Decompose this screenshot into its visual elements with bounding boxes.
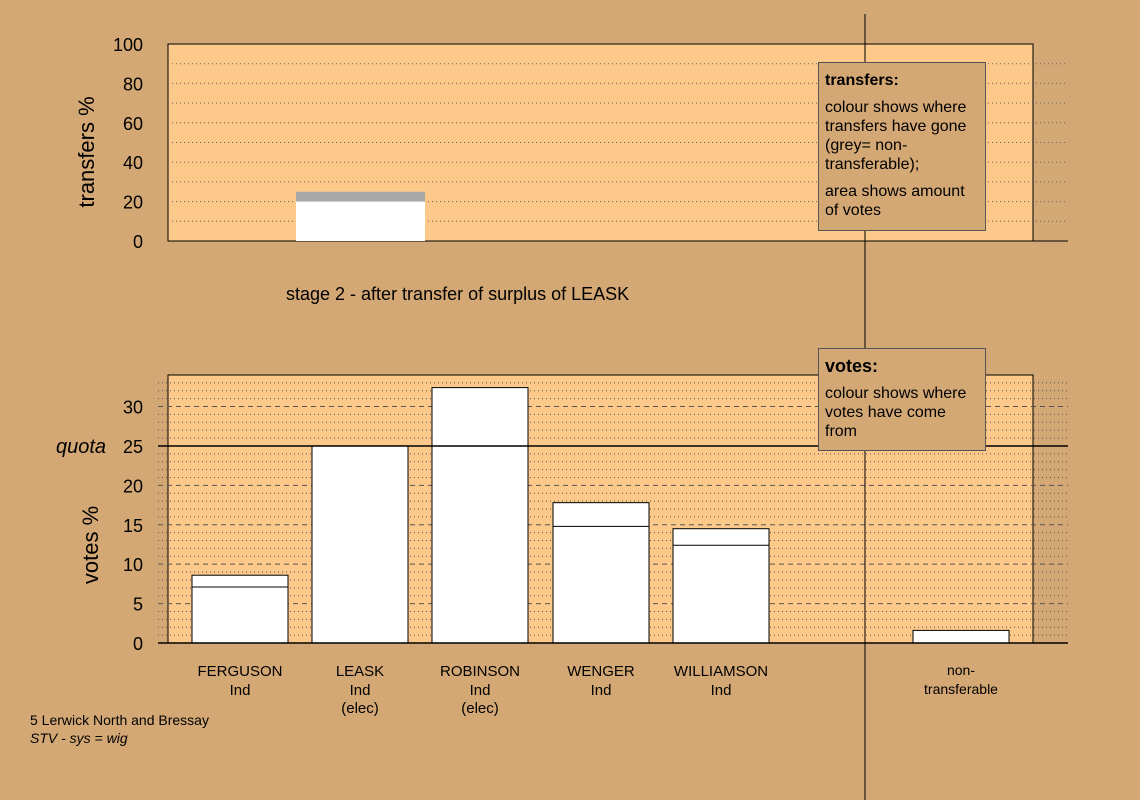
candidate-status-label: (elec) [341,700,379,717]
vote-bar [552,502,650,644]
votes-y-tick-label: 0 [133,634,143,654]
vote-bar [431,387,529,644]
transfer-bar-non-transferable-segment [296,191,425,202]
votes-y-tick-label: 15 [123,516,143,536]
votes-y-tick-label: 25 [123,437,143,457]
transfers-y-tick-label: 20 [123,193,143,213]
transfers-legend: transfers: colour shows where transfers … [818,62,986,231]
candidate-status-label: (elec) [461,700,499,717]
candidate-party-label: Ind [711,682,732,699]
transfers-legend-line2: area shows amount of votes [825,183,965,219]
transfers-legend-line1: colour shows where transfers have gone (… [825,99,967,173]
vote-bar [311,445,409,644]
transfers-y-axis-label: transfers % [74,96,99,207]
candidate-name-label: WENGER [567,663,635,680]
system-label: STV - sys = wig [30,730,128,746]
vote-bar [672,528,770,644]
candidate-name-label: non- [947,662,975,678]
ward-label: 5 Lerwick North and Bressay [30,712,209,728]
transfers-y-tick-label: 100 [113,35,143,55]
votes-y-tick-label: 20 [123,476,143,496]
votes-y-tick-label: 5 [133,595,143,615]
candidate-name-label: FERGUSON [197,663,282,680]
candidate-party-label: Ind [591,682,612,699]
transfers-y-tick-label: 60 [123,114,143,134]
transfer-bar-candidates-segment [296,201,425,241]
candidate-name-label: WILLIAMSON [674,663,768,680]
candidate-name-label: ROBINSON [440,663,520,680]
footer: 5 Lerwick North and Bressay STV - sys = … [30,711,209,747]
vote-bar [912,629,1010,644]
transfers-y-tick-label: 0 [133,232,143,252]
votes-legend-title: votes: [825,356,879,376]
candidate-party-label: Ind [230,682,251,699]
transfers-legend-title: transfers: [825,72,899,89]
vote-bar [191,574,289,644]
candidate-name-label: transferable [924,681,998,697]
votes-y-tick-label: 30 [123,398,143,418]
votes-y-axis-label: votes % [78,506,103,584]
transfers-y-tick-label: 80 [123,74,143,94]
votes-legend-line1: colour shows where votes have come from [825,385,967,440]
stage-title: stage 2 - after transfer of surplus of L… [286,284,630,304]
candidate-name-label: LEASK [336,663,384,680]
votes-y-tick-label: 10 [123,555,143,575]
votes-legend: votes: colour shows where votes have com… [818,348,986,451]
transfers-y-tick-label: 40 [123,153,143,173]
candidate-party-label: Ind [350,682,371,699]
quota-label: quota [56,436,106,458]
candidate-party-label: Ind [470,682,491,699]
